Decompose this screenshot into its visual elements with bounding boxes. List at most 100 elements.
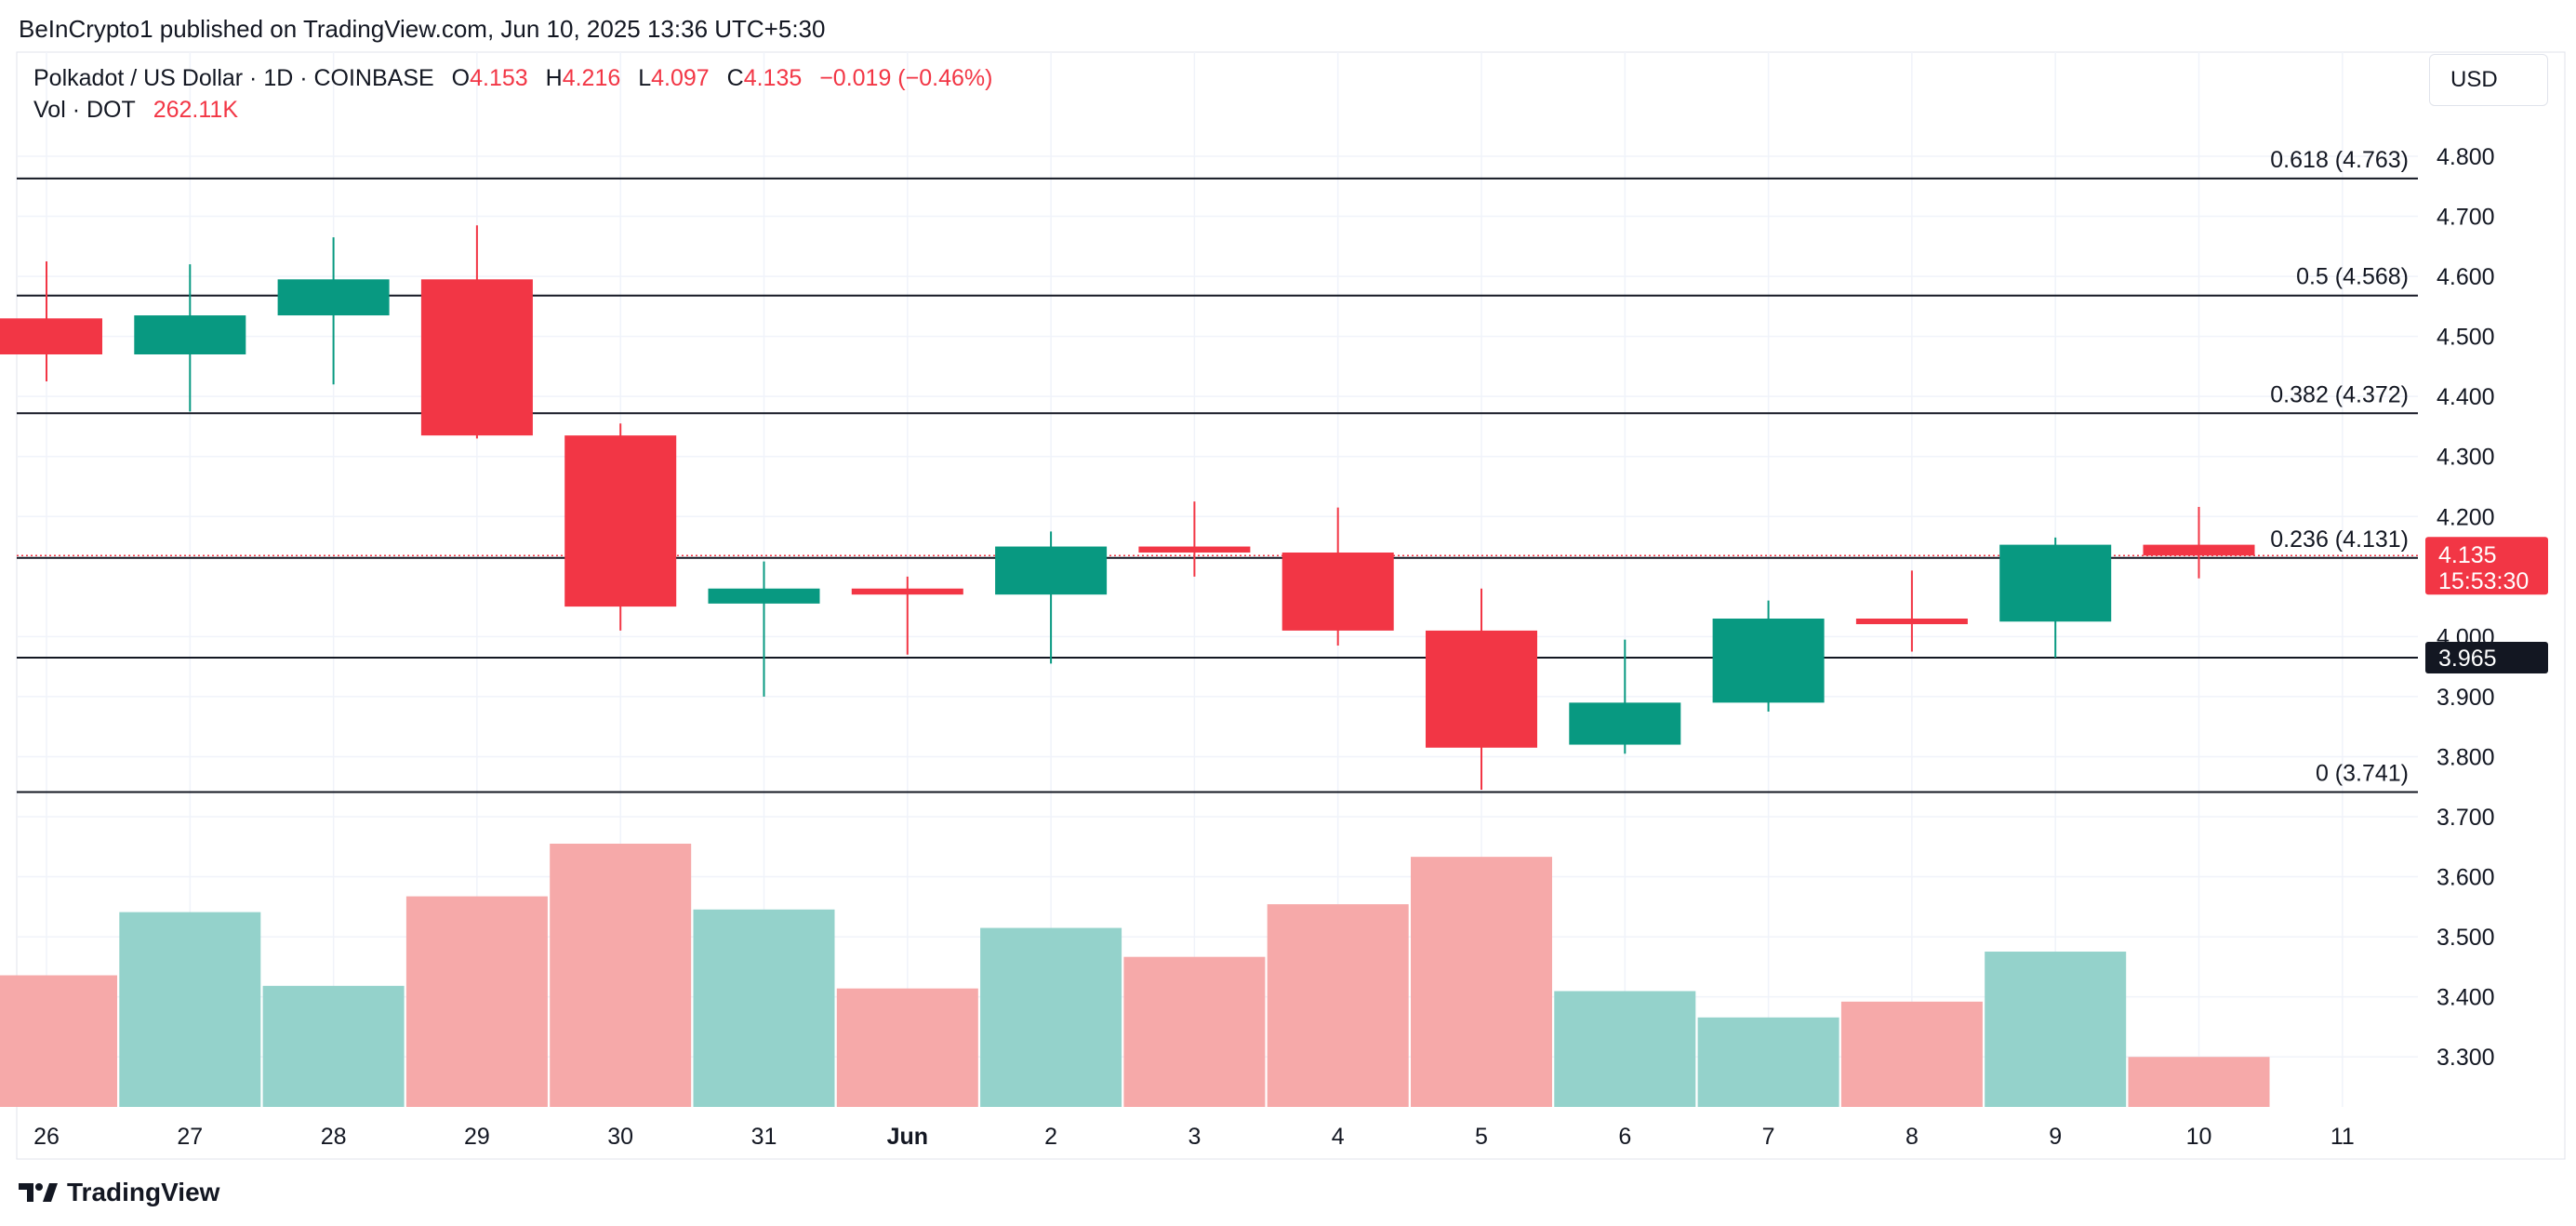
volume-bar [1123,956,1266,1107]
fib-level-label: 0.382 (4.372) [2270,381,2409,407]
volume-bar [1985,952,2127,1107]
time-tick-label: 7 [1762,1124,1775,1150]
fib-level-label: 0.618 (4.763) [2270,147,2409,173]
volume-bar [119,912,261,1107]
high-label: H [545,65,563,91]
open-value: 4.153 [470,65,528,91]
symbol-title[interactable]: Polkadot / US Dollar · 1D · COINBASE [33,65,434,91]
time-tick-label: 29 [464,1124,490,1150]
volume-bar [693,909,835,1107]
volume-bar [550,844,692,1107]
volume-bar [1411,857,1552,1107]
low-value: 4.097 [651,65,710,91]
time-tick-label: 3 [1188,1124,1201,1150]
time-tick-label: 9 [2049,1124,2062,1150]
time-tick-label: 2 [1044,1124,1057,1150]
candle-body [2143,544,2255,556]
time-tick-label: 26 [33,1124,60,1150]
volume-bar [836,988,978,1107]
currency-button[interactable]: USD [2429,54,2548,106]
candle-body [1855,619,1968,624]
candlesticks [0,225,2255,790]
price-tick-label: 3.500 [2437,925,2495,951]
fib-level-label: 0 (3.741) [2316,761,2409,787]
volume-bar [1267,904,1409,1107]
price-tick-label: 3.300 [2437,1045,2495,1071]
high-value: 4.216 [562,65,621,91]
candle-body [851,588,963,595]
price-tick-label: 3.800 [2437,744,2495,770]
price-tick-label: 3.700 [2437,805,2495,831]
time-tick-label: 6 [1618,1124,1631,1150]
candle-body [1999,544,2112,622]
price-tick-label: 3.400 [2437,985,2495,1011]
tradingview-logo[interactable]: TradingView [19,1178,219,1207]
time-tick-label: 27 [177,1124,203,1150]
price-tick-label: 4.600 [2437,264,2495,290]
candle-body [708,588,820,604]
price-tick-label: 3.900 [2437,685,2495,711]
time-tick-label: 4 [1332,1124,1345,1150]
fib-level-label: 0.236 (4.131) [2270,526,2409,553]
support-price-marker [2425,641,2548,673]
volume-bar [262,985,405,1107]
price-tick-label: 4.500 [2437,325,2495,351]
price-tick-label: 4.700 [2437,205,2495,231]
price-axis[interactable]: 4.8004.7004.6004.5004.4004.3004.2004.000… [2437,144,2495,1071]
fib-level-label: 0.5 (4.568) [2296,264,2409,290]
time-tick-label: Jun [887,1124,928,1150]
volume-bar [1840,1001,1983,1107]
close-value: 4.135 [743,65,803,91]
last-price-label: 4.135 [2438,542,2497,568]
price-tick-label: 3.600 [2437,865,2495,891]
volume-bar [2128,1057,2270,1107]
time-tick-label: 31 [751,1124,777,1150]
volume-bar [0,975,117,1107]
volume-legend: Vol · DOT 262.11K [33,97,238,124]
last-price-marker [2425,537,2548,595]
time-tick-label: 5 [1475,1124,1488,1150]
time-tick-label: 11 [2330,1124,2355,1150]
support-price-label: 3.965 [2438,646,2497,672]
tradingview-logo-icon [19,1183,58,1202]
time-axis[interactable]: 26 27 28 29 30 31 Jun 2 3 4 5 6 7 8 9 10 11 [33,1124,2355,1150]
attribution-text: BeInCrypto1 published on TradingView.com… [19,15,826,43]
candle-body [1426,630,1537,748]
volume-bar [980,927,1122,1107]
price-tick-label: 4.300 [2437,445,2495,471]
candle-body [995,546,1108,595]
change-value: −0.019 (−0.46%) [819,65,993,91]
volume-bar [1554,991,1696,1107]
open-label: O [451,65,471,91]
low-label: L [638,65,652,91]
close-label: C [726,65,744,91]
ohlc-legend: Polkadot / US Dollar · 1D · COINBASE O4.… [33,65,992,92]
candle-body [564,435,677,607]
candle-body [277,279,390,316]
countdown-label: 15:53:30 [2438,568,2529,594]
volume-bar [1697,1017,1839,1107]
volume-bars [0,844,2270,1107]
candle-body [134,315,246,354]
candle-body [1138,546,1251,553]
time-tick-label: 30 [607,1124,633,1150]
candle-body [1281,553,1394,631]
price-tick-label: 4.400 [2437,384,2495,410]
candle-body [1569,702,1681,745]
time-tick-label: 8 [1905,1124,1919,1150]
volume-label[interactable]: Vol · DOT [33,97,136,123]
price-tick-label: 4.200 [2437,504,2495,530]
candle-body [0,318,102,354]
price-tick-label: 4.800 [2437,144,2495,170]
candle-body [420,279,533,436]
volume-bar [405,896,548,1107]
footer-brand: TradingView [67,1178,220,1206]
chart-border [16,51,2566,1160]
time-tick-label: 10 [2186,1124,2212,1150]
candle-body [1712,619,1825,703]
volume-value: 262.11K [153,97,238,123]
time-tick-label: 28 [321,1124,347,1150]
fib-retracement-levels: 0.618 (4.763) 0.5 (4.568) 0.382 (4.372) 0.2… [17,147,2418,793]
